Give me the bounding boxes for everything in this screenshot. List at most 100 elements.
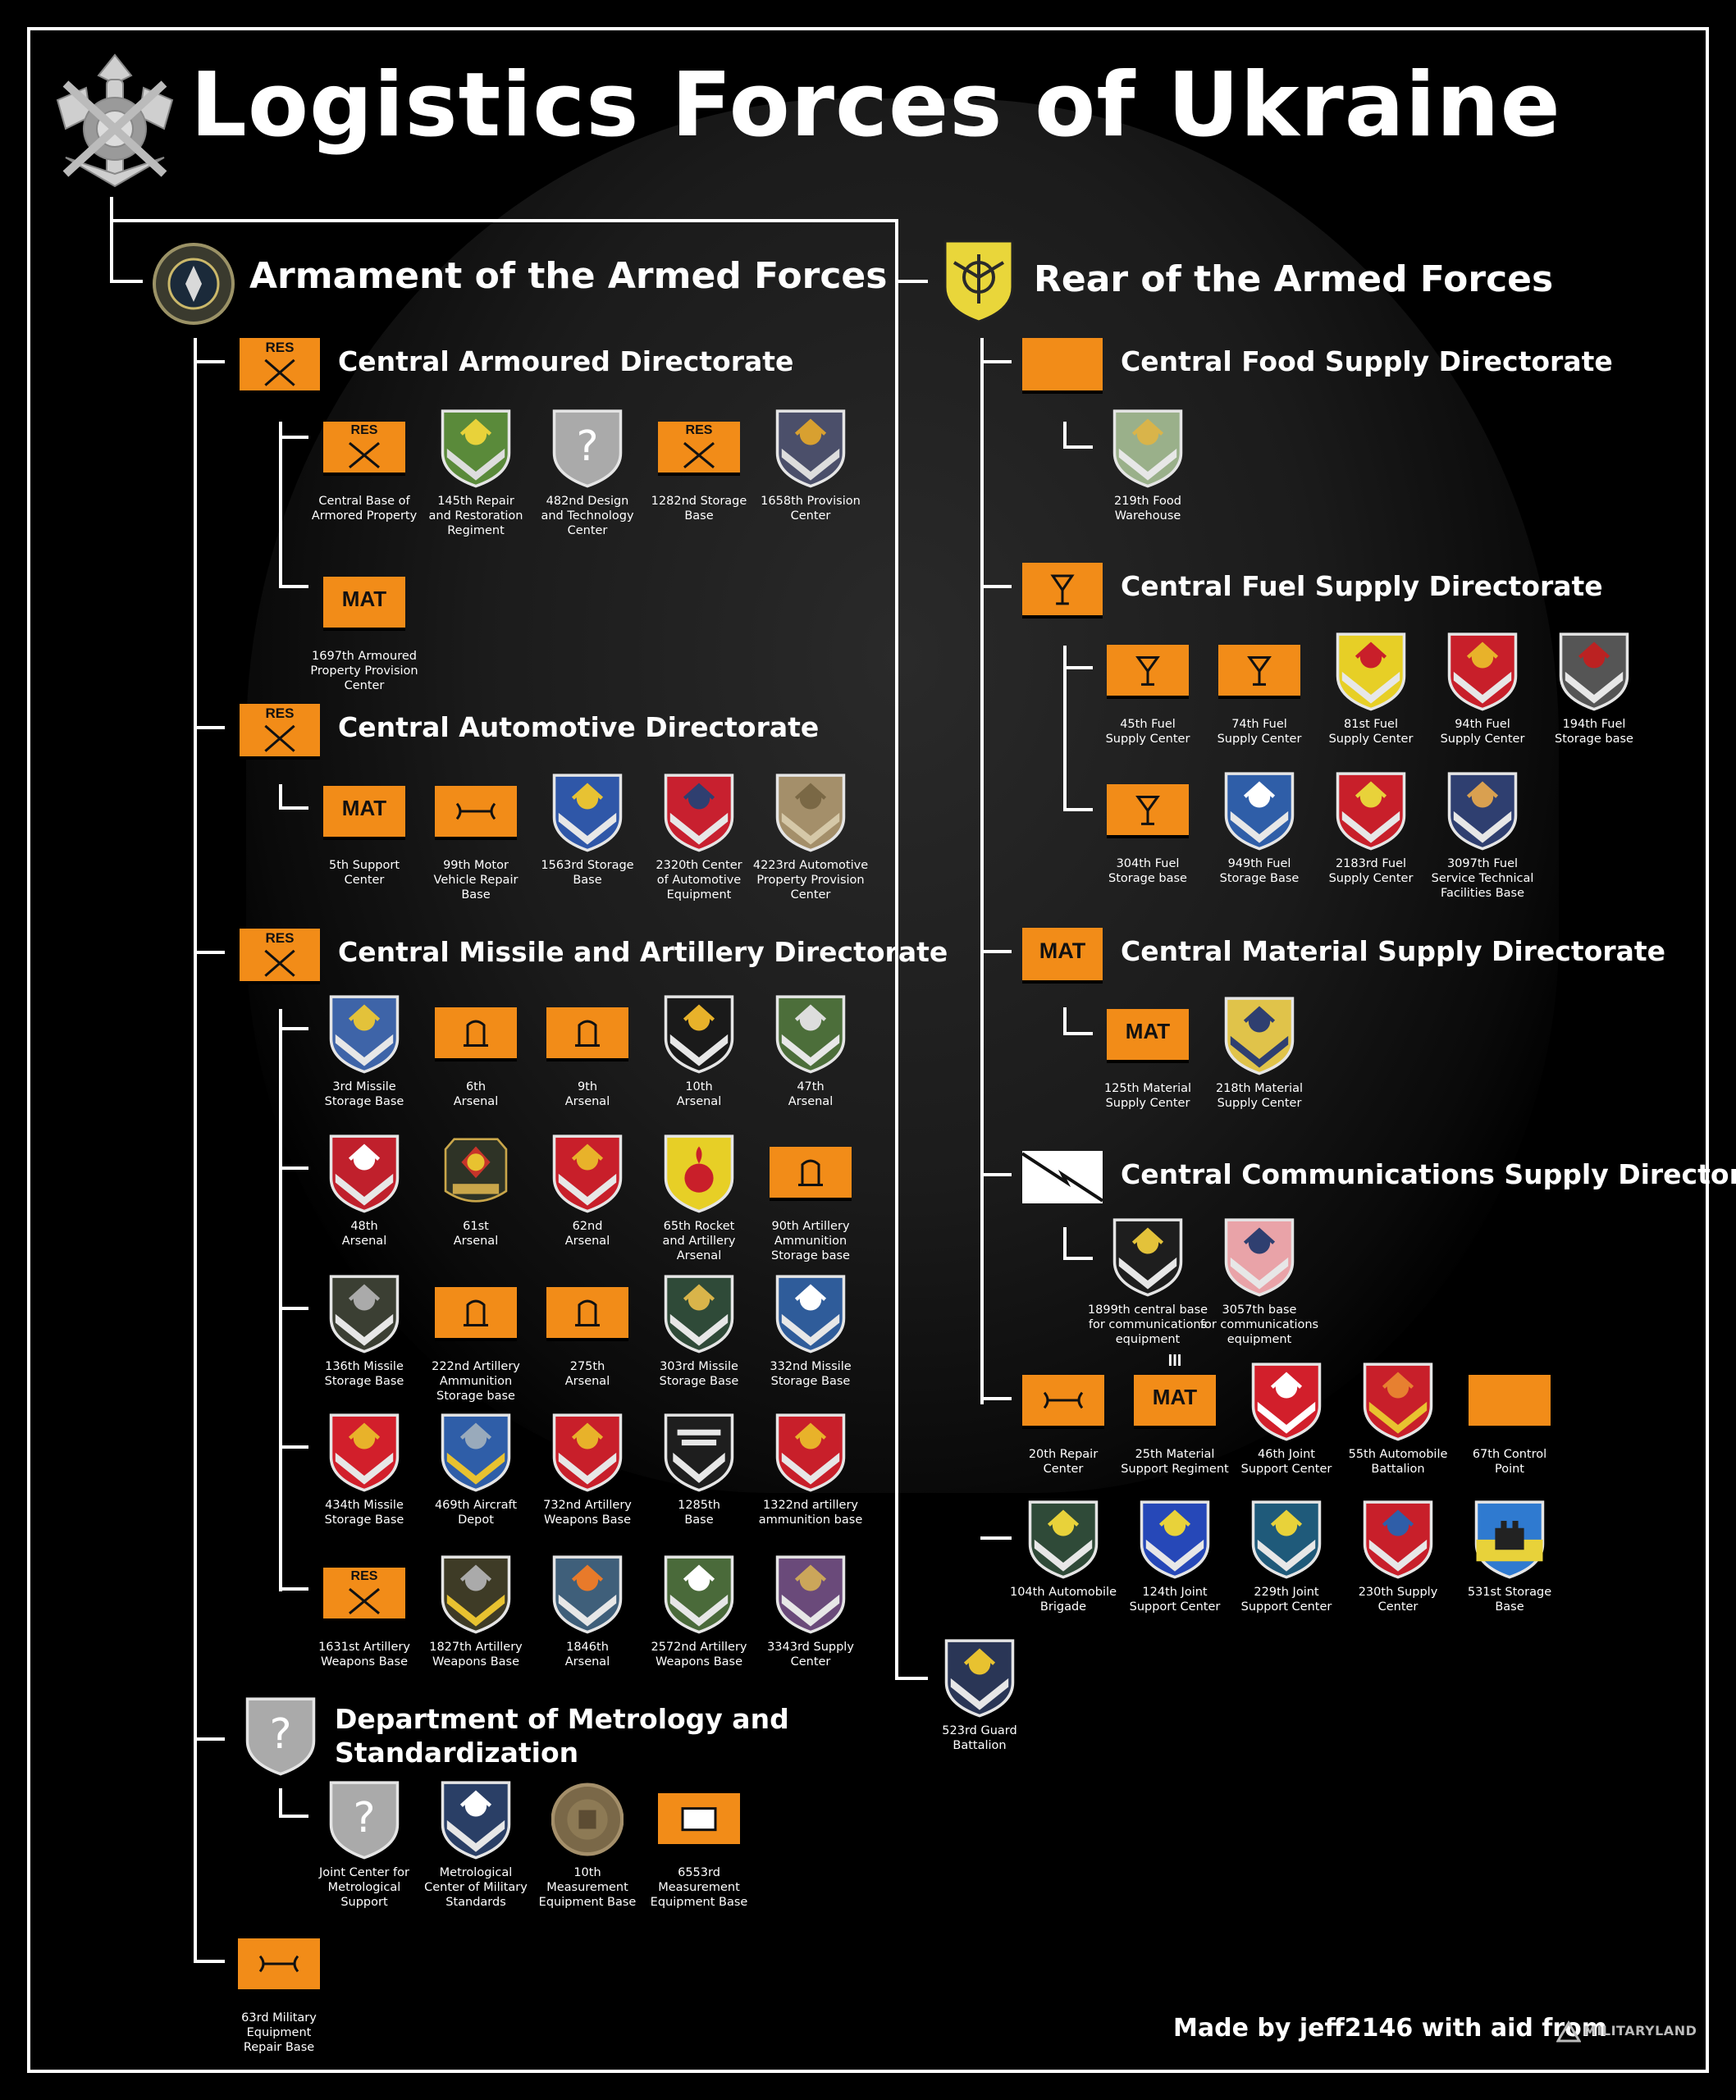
1282nd-storage-base-insignia: RES [658, 422, 740, 476]
unit-label: 61st Arsenal [453, 1220, 499, 1248]
central-base-of-armored-property-insignia: RES [323, 422, 405, 476]
unit-label: 1827th Artillery Weapons Base [429, 1641, 523, 1669]
central-automotive-directorate-title: Central Automotive Directorate [338, 711, 820, 743]
9th-arsenal-insignia [546, 1007, 628, 1061]
connector-line [980, 1536, 1012, 1540]
connector-line [194, 726, 225, 729]
304th-fuel-storage-base-insignia [1107, 784, 1189, 838]
unit-label: 67th Control Point [1472, 1448, 1547, 1476]
symbol-text: RES [265, 930, 295, 946]
connector-line [980, 950, 1012, 953]
unit-label: 732nd Artillery Weapons Base [543, 1499, 632, 1527]
unit-label: 99th Motor Vehicle Repair Base [433, 859, 519, 902]
unit-label: 9th Arsenal [564, 1080, 610, 1108]
65th-rocket-and-artillery-arsenal-insignia [664, 1134, 734, 1213]
unit-label: 62nd Arsenal [564, 1220, 610, 1248]
unit-label: 1846th Arsenal [564, 1641, 610, 1669]
symbol-text: MAT [341, 587, 387, 612]
unit-label: 3097th Fuel Service Technical Facilities… [1431, 857, 1534, 900]
unit-label: 74th Fuel Supply Center [1217, 718, 1302, 746]
connector-line [279, 422, 282, 588]
1631st-artillery-weapons-base-insignia: RES [323, 1568, 405, 1622]
47th-arsenal-insignia [775, 995, 846, 1074]
symbol-text: III [1167, 1352, 1182, 1370]
3097th-fuel-service-technical-facilities-base-insignia [1447, 772, 1518, 851]
unit-label: 2183rd Fuel Supply Center [1328, 857, 1414, 885]
434th-missile-storage-base-insignia [329, 1413, 400, 1492]
62nd-arsenal-insignia [552, 1134, 623, 1213]
67th-control-point-insignia [1469, 1375, 1551, 1429]
230th-supply-center-insignia [1363, 1500, 1433, 1579]
5th-support-center-insignia: MAT [323, 786, 405, 840]
unit-label: 218th Material Supply Center [1215, 1082, 1304, 1110]
connector-line [110, 219, 898, 222]
symbol-text: RES [685, 423, 713, 437]
949th-fuel-storage-base-insignia [1224, 772, 1295, 851]
unit-label: 55th Automobile Battalion [1348, 1448, 1448, 1476]
unit-label: 194th Fuel Storage base [1555, 718, 1633, 746]
531st-storage-base-insignia [1474, 1500, 1545, 1579]
4223rd-automotive-property-provision-center-insignia [775, 774, 846, 852]
unit-label: 136th Missile Storage Base [324, 1360, 404, 1388]
connector-line [279, 1587, 308, 1591]
unit-label: 1631st Artillery Weapons Base [318, 1641, 410, 1669]
connector-line [895, 280, 928, 283]
275th-arsenal-insignia [546, 1287, 628, 1341]
61st-arsenal-insignia [444, 1138, 508, 1203]
unit-label: 434th Missile Storage Base [324, 1499, 404, 1527]
10th-measurement-equipment-base-insignia [551, 1783, 624, 1856]
militaryland-logo-icon [1556, 2020, 1581, 2043]
symbol-text: RES [265, 340, 295, 355]
unit-label: 5th Support Center [328, 859, 400, 887]
connector-line [194, 338, 197, 1962]
symbol-text: RES [265, 705, 295, 721]
2183rd-fuel-supply-center-insignia [1336, 772, 1406, 851]
page-frame [27, 27, 1709, 2073]
1563rd-storage-base-insignia [552, 774, 623, 852]
connector-line [1063, 1032, 1093, 1035]
218th-material-supply-center-insignia [1224, 997, 1295, 1075]
connector-line [110, 197, 113, 283]
connector-line [279, 1307, 308, 1310]
unit-label: 469th Aircraft Depot [434, 1499, 518, 1527]
unit-label: 3343rd Supply Center [767, 1641, 854, 1669]
1827th-artillery-weapons-base-insignia [441, 1555, 511, 1634]
90th-artillery-ammunition-storage-base-insignia [770, 1147, 852, 1201]
unit-label: 1697th Armoured Property Provision Cente… [310, 650, 418, 692]
symbol-text: RES [350, 1569, 378, 1583]
connector-line [980, 360, 1012, 363]
svg-text:?: ? [269, 1710, 291, 1759]
armament-emblem-icon [153, 243, 235, 325]
connector-line [980, 338, 984, 1404]
unit-label: 90th Artillery Ammunition Storage base [771, 1220, 850, 1262]
connector-line [1063, 1007, 1067, 1035]
connector-line [1063, 1227, 1067, 1260]
unit-label: Joint Center for Metrological Support [318, 1866, 409, 1909]
connector-line [980, 585, 1012, 588]
3057th-base-for-communications-equipment-insignia [1224, 1218, 1295, 1297]
523rd-guard-battalion-insignia [944, 1639, 1015, 1718]
central-material-supply-directorate-title: Central Material Supply Directorate [1121, 935, 1666, 967]
unit-label: 125th Material Supply Center [1103, 1082, 1192, 1110]
unit-label: 63rd Military Equipment Repair Base [241, 2011, 317, 2054]
45th-fuel-supply-center-insignia [1107, 645, 1189, 699]
unit-label: 6th Arsenal [453, 1080, 499, 1108]
unit-label: 523rd Guard Battalion [942, 1724, 1017, 1752]
229th-joint-support-center-insignia [1251, 1500, 1322, 1579]
63rd-military-equipment-repair-base-insignia [238, 1938, 320, 1993]
connector-line [110, 280, 143, 283]
connector-line [279, 1445, 308, 1449]
logistics-forces-emblem-icon [56, 53, 174, 188]
unit-label: 104th Automobile Brigade [1009, 1586, 1117, 1614]
81st-fuel-supply-center-insignia [1336, 632, 1406, 711]
connector-line [194, 1737, 225, 1741]
482nd-design-and-technology-center-insignia: ? [552, 409, 623, 488]
3343rd-supply-center-insignia [775, 1555, 846, 1634]
metrological-center-of-military-standards-insignia [441, 1781, 511, 1860]
connector-line [279, 1815, 308, 1818]
332nd-missile-storage-base-insignia [775, 1275, 846, 1354]
136th-missile-storage-base-insignia [329, 1275, 400, 1354]
connector-line [279, 1027, 308, 1030]
unit-label: 45th Fuel Supply Center [1105, 718, 1190, 746]
unit-label: 230th Supply Center [1358, 1586, 1438, 1614]
